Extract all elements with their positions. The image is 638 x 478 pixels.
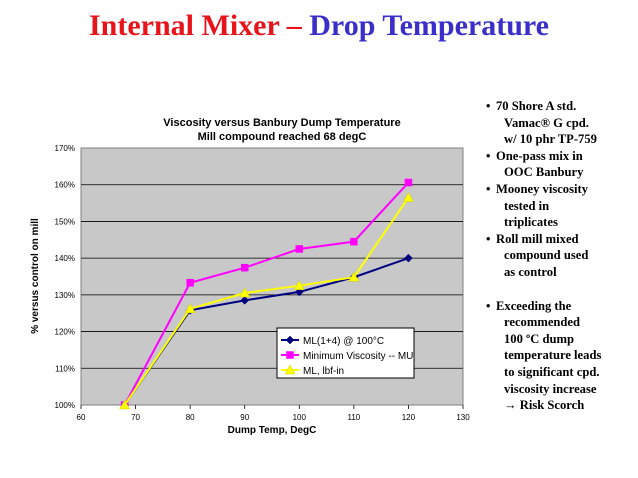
bullet-line: 100 ºC dump bbox=[504, 331, 574, 346]
legend-box bbox=[276, 327, 415, 379]
y-tick-label: 170% bbox=[55, 144, 75, 153]
bullet-list: • 70 Shore A std. Vamac® G cpd. w/ 10 phr T… bbox=[486, 98, 636, 414]
legend-marker bbox=[284, 364, 296, 375]
axis-ticks: 100% 110% 120% 130% 140% 150% 160% 170% 60 70 80 90… bbox=[55, 144, 471, 422]
legend: ML(1+4) @ 100°C Minimum Viscosity -- MU ML… bbox=[276, 327, 415, 379]
data-point bbox=[404, 178, 413, 187]
x-tick-label: 120 bbox=[402, 413, 416, 422]
slide-title: Internal Mixer – Drop Temperature bbox=[0, 8, 638, 44]
bullet-item: • Roll mill mixed compound used as control bbox=[486, 231, 636, 281]
bullet-line: One-pass mix in bbox=[496, 148, 583, 163]
x-tick-label: 60 bbox=[77, 413, 86, 422]
bullet-line: OOC Banbury bbox=[504, 165, 584, 180]
bullet-dot: • bbox=[486, 231, 491, 246]
bullet-line: w/ 10 phr TP-759 bbox=[504, 132, 597, 147]
y-tick-label: 110% bbox=[55, 364, 75, 373]
y-tick-label: 150% bbox=[55, 217, 75, 226]
data-point bbox=[404, 253, 413, 263]
x-tick-label: 90 bbox=[240, 413, 249, 422]
bullet-line: Mooney viscosity bbox=[496, 181, 588, 196]
data-point bbox=[119, 399, 131, 410]
bullet-line: tested in bbox=[504, 198, 550, 213]
data-point bbox=[350, 237, 358, 246]
slide-title-part2: Drop Temperature bbox=[309, 9, 549, 42]
y-tick-label: 130% bbox=[55, 291, 75, 300]
bullet-line: viscosity increase bbox=[504, 381, 597, 396]
data-point bbox=[240, 263, 249, 272]
data-point bbox=[295, 245, 304, 253]
x-tick-label: 130 bbox=[456, 413, 470, 422]
data-point bbox=[239, 287, 251, 298]
y-axis-label: % versus control on mill bbox=[30, 218, 41, 334]
chart-subtitle: Mill compound reached 68 degC bbox=[198, 131, 367, 143]
legend-marker bbox=[285, 335, 295, 345]
bullet-line: temperature leads bbox=[504, 348, 602, 363]
bullet-dot: • bbox=[486, 298, 491, 313]
bullet-dot: • bbox=[486, 181, 491, 196]
data-point bbox=[184, 303, 196, 314]
bullet-item: • 70 Shore A std. Vamac® G cpd. w/ 10 phr T… bbox=[486, 98, 636, 148]
data-point bbox=[403, 192, 414, 202]
y-tick-label: 100% bbox=[55, 401, 75, 410]
y-tick-label: 140% bbox=[55, 254, 75, 263]
bullet-line: 70 Shore A std. bbox=[496, 99, 577, 113]
series-lines bbox=[119, 178, 414, 410]
x-tick-label: 80 bbox=[186, 413, 195, 422]
bullet-line: Vamac® G cpd. bbox=[504, 115, 589, 130]
x-axis-label: Dump Temp, DegC bbox=[228, 425, 317, 436]
series-line bbox=[123, 181, 410, 406]
slide-title-part1: Internal Mixer – bbox=[89, 9, 310, 42]
bullet-line: triplicates bbox=[504, 215, 558, 230]
data-point bbox=[348, 271, 360, 282]
bullet-dot: • bbox=[486, 99, 491, 113]
bullet-line: recommended bbox=[504, 315, 581, 330]
bullet-line: Roll mill mixed bbox=[496, 231, 579, 246]
bullet-item: • Mooney viscosity tested in triplicates bbox=[486, 181, 636, 231]
legend-label: Minimum Viscosity -- MU bbox=[303, 351, 413, 362]
bullet-line: as control bbox=[504, 264, 557, 279]
bullet-dot: • bbox=[486, 148, 491, 163]
bullet-line: to significant cpd. bbox=[504, 364, 600, 379]
bullet-line: Exceeding the bbox=[496, 298, 572, 313]
y-tick-label: 120% bbox=[55, 328, 75, 337]
bullet-line: → Risk Scorch bbox=[504, 398, 585, 413]
data-point bbox=[293, 280, 305, 290]
x-tick-label: 100 bbox=[293, 413, 307, 422]
bullet-item: • Exceeding the recommended 100 ºC dump temp… bbox=[486, 298, 636, 414]
x-tick-label: 70 bbox=[131, 413, 140, 422]
legend-label: ML, lbf-in bbox=[303, 366, 344, 377]
bullet-line: compound used bbox=[504, 248, 589, 263]
chart-title: Viscosity versus Banbury Dump Temperatur… bbox=[163, 117, 400, 129]
legend-label: ML(1+4) @ 100°C bbox=[303, 336, 384, 347]
bullet-item: • One-pass mix in OOC Banbury bbox=[486, 148, 636, 181]
data-point bbox=[240, 296, 250, 305]
legend-marker bbox=[286, 351, 294, 359]
data-point bbox=[186, 278, 194, 287]
series-line bbox=[123, 196, 410, 406]
x-tick-label: 110 bbox=[347, 413, 360, 422]
y-tick-label: 160% bbox=[55, 181, 75, 190]
